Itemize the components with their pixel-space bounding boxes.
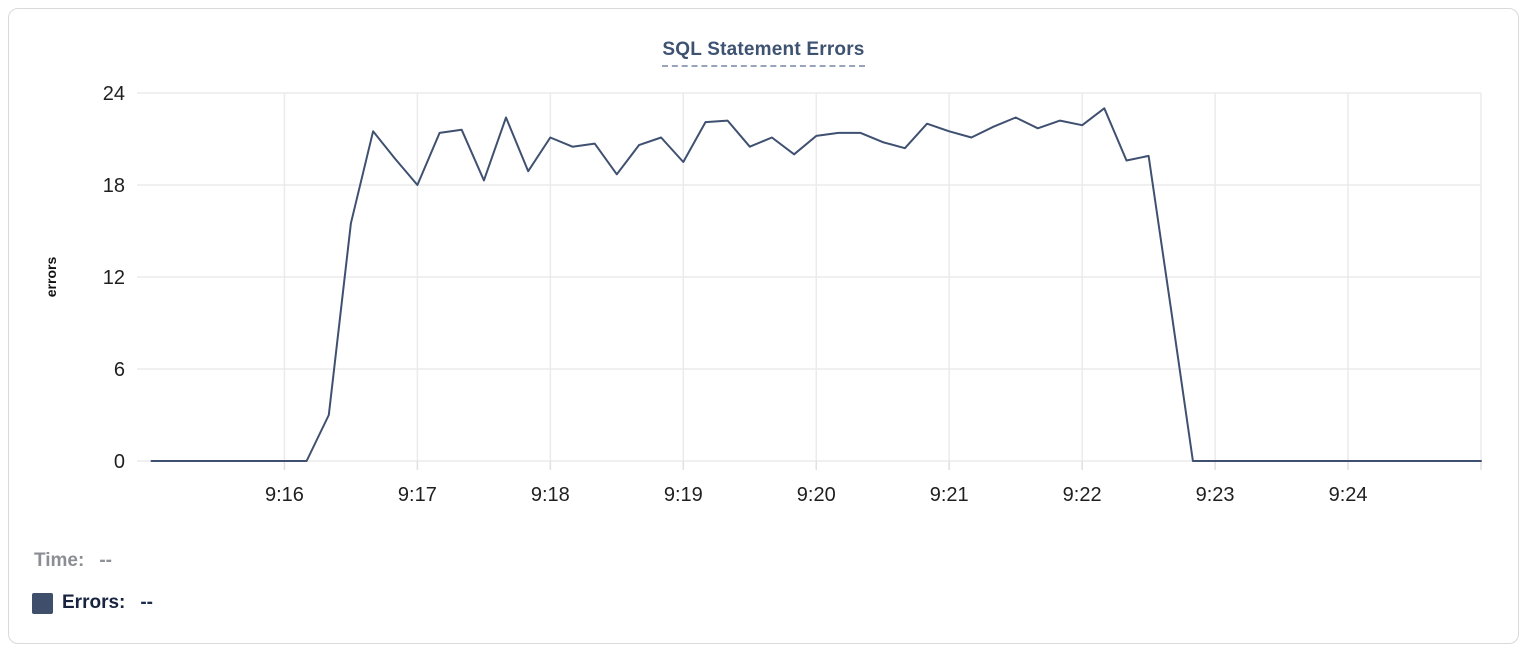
errors-series-line [150, 107, 1482, 462]
x-tick-label: 9:19 [664, 484, 703, 506]
x-tick-label: 9:16 [265, 484, 304, 506]
errors-line-chart: 0 6 12 18 24 9:16 9:17 9:18 9:19 9:20 9:21 9:22 9:23… [43, 83, 1482, 506]
legend-errors-label: Errors: [62, 592, 126, 613]
errors-series-swatch-icon [32, 592, 53, 614]
x-tick-label: 9:17 [398, 484, 437, 506]
y-tick-label: 6 [114, 359, 125, 381]
y-axis-label: errors [43, 257, 59, 298]
y-tick-label: 0 [114, 451, 125, 473]
y-tick-label: 18 [103, 175, 125, 197]
x-tick-label: 9:24 [1329, 484, 1368, 506]
legend-errors-value: -- [140, 592, 154, 613]
x-tick-label: 9:21 [930, 484, 969, 506]
chart-legend: Time: -- Errors: -- [32, 550, 153, 614]
y-tick-label: 24 [103, 83, 125, 105]
legend-time-row: Time: -- [34, 550, 153, 572]
y-tick-label: 12 [103, 267, 125, 289]
chart-title-row: SQL Statement Errors [9, 39, 1518, 67]
chart-card: SQL Statement Errors 0 6 12 18 24 9:16 9:17 9:1… [8, 8, 1519, 644]
x-tick-label: 9:23 [1196, 484, 1235, 506]
x-tick-label: 9:22 [1063, 484, 1102, 506]
x-tick-label: 9:20 [797, 484, 836, 506]
legend-time-label: Time: [34, 550, 85, 571]
x-tick-label: 9:18 [531, 484, 570, 506]
chart-title-link[interactable]: SQL Statement Errors [662, 39, 865, 67]
legend-time-value: -- [99, 550, 112, 571]
legend-errors-row: Errors: -- [32, 592, 153, 614]
